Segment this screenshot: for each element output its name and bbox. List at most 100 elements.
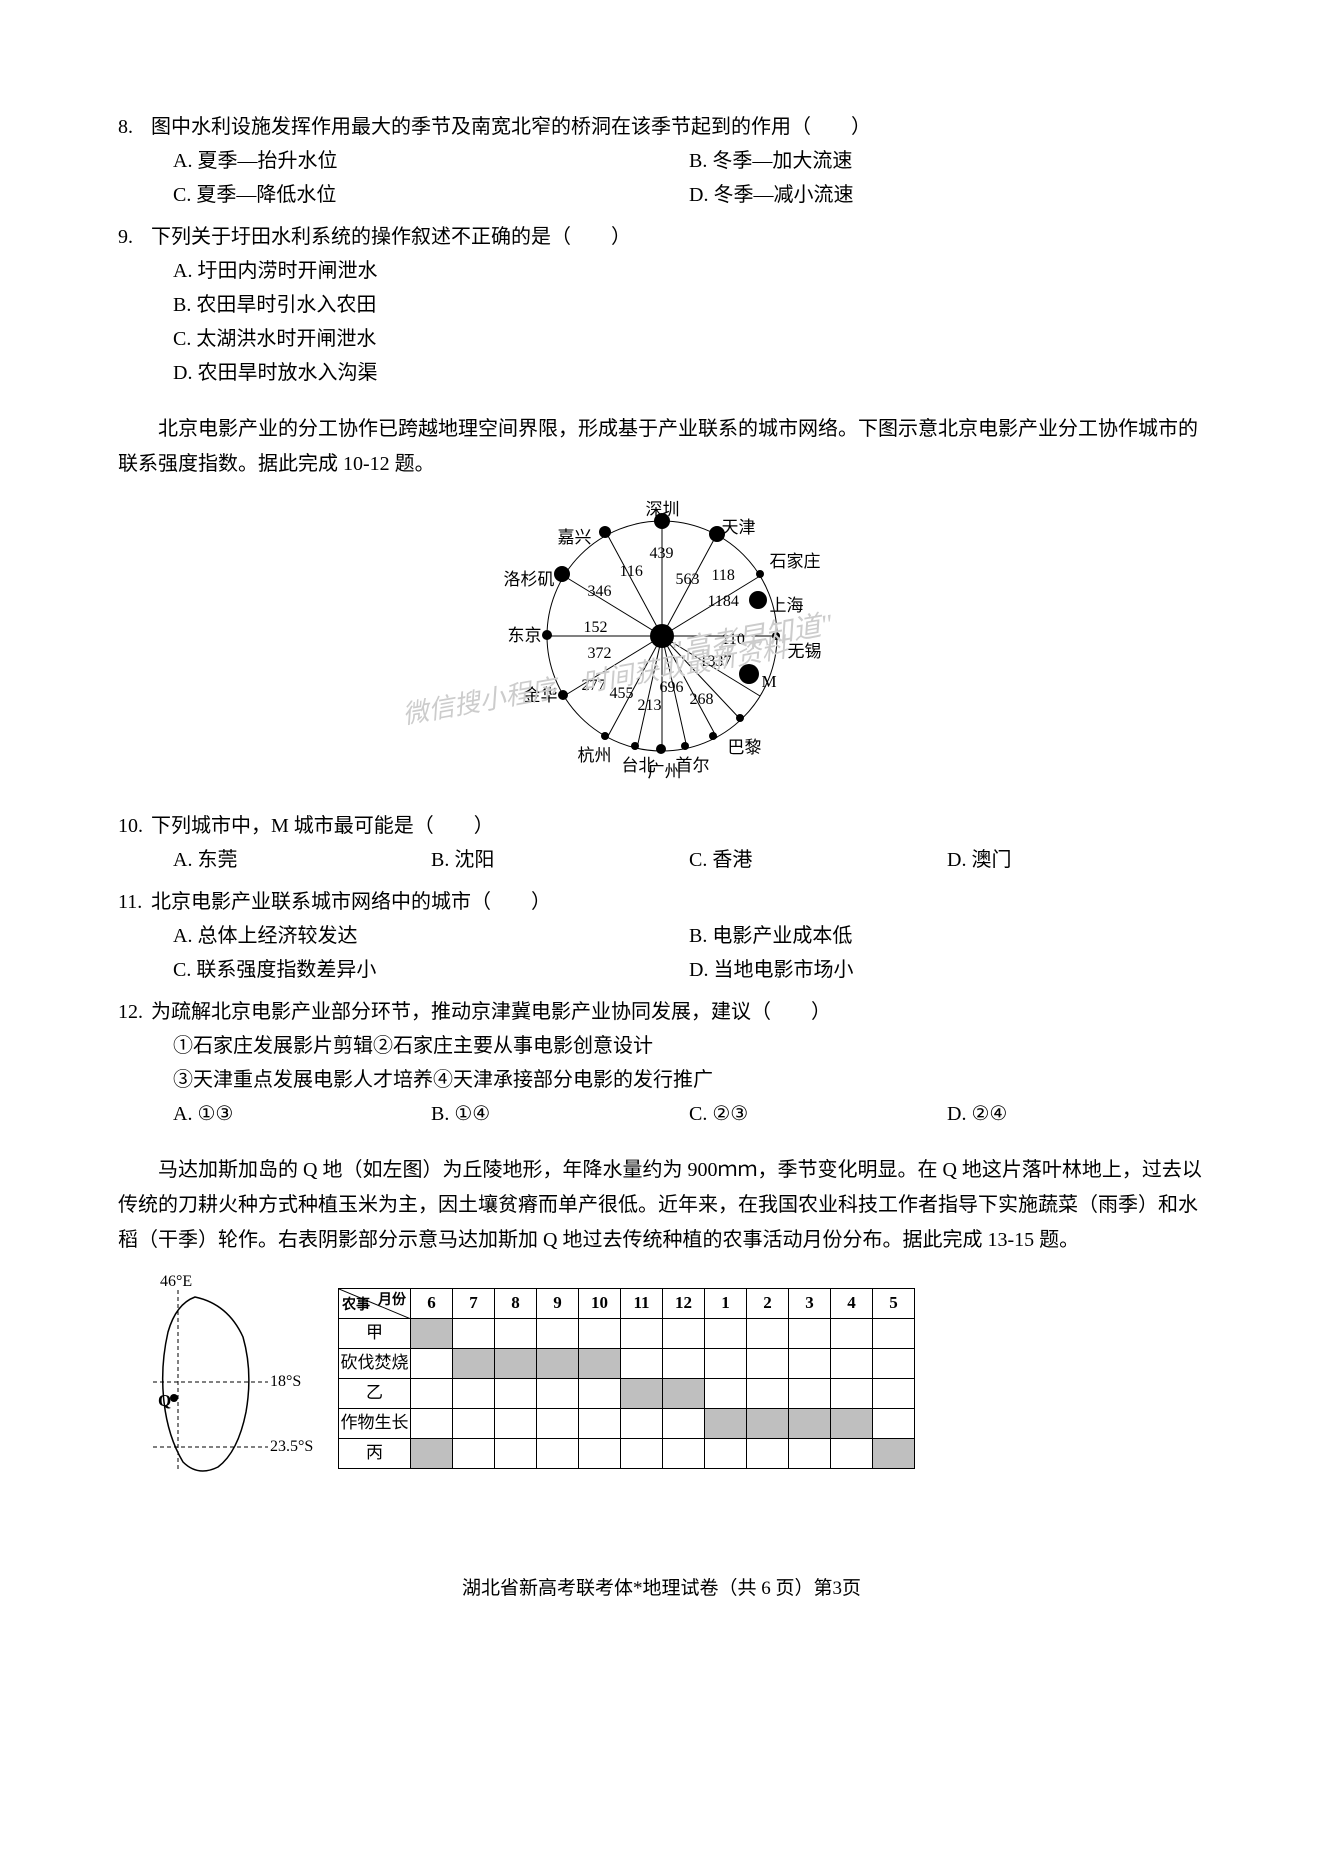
q11-opt-d: D. 当地电影市场小 — [689, 953, 1205, 987]
q8-text: 图中水利设施发挥作用最大的季节及南宽北窄的桥洞在该季节起到的作用（ ） — [151, 116, 871, 138]
q8-options: A. 夏季—抬升水位 B. 冬季—加大流速 C. 夏季—降低水位 D. 冬季—减… — [118, 144, 1205, 212]
table-header-row: 月份 农事 6 7 8 9 10 11 12 1 2 3 4 5 — [339, 1289, 915, 1319]
node — [558, 690, 568, 700]
month-7: 7 — [453, 1289, 495, 1319]
table-cell — [537, 1319, 579, 1349]
net-value: 118 — [712, 562, 735, 589]
node — [736, 714, 744, 722]
month-5: 5 — [873, 1289, 915, 1319]
table-cell — [705, 1379, 747, 1409]
q8-num: 8. — [118, 110, 146, 144]
table-cell — [453, 1349, 495, 1379]
table-cell — [621, 1409, 663, 1439]
q11-opt-a: A. 总体上经济较发达 — [173, 919, 689, 953]
row-label: 丙 — [339, 1439, 411, 1469]
month-12: 12 — [663, 1289, 705, 1319]
svg-text:18°S: 18°S — [270, 1373, 301, 1390]
net-value: 696 — [660, 674, 684, 701]
diag-header: 月份 农事 — [339, 1289, 411, 1319]
node — [681, 742, 689, 750]
net-value: 563 — [676, 566, 700, 593]
q12-text: 为疏解北京电影产业部分环节，推动京津冀电影产业协同发展，建议（ ） — [151, 1001, 831, 1023]
city-label: 天津 — [722, 514, 756, 543]
node — [631, 742, 639, 750]
net-value: 213 — [638, 692, 662, 719]
q12-opt-b: B. ①④ — [431, 1097, 689, 1131]
q8-opt-d: D. 冬季—减小流速 — [689, 178, 1205, 212]
q9-opt-b: B. 农田旱时引水入农田 — [173, 288, 1205, 322]
q8-opt-b: B. 冬季—加大流速 — [689, 144, 1205, 178]
q10-num: 10. — [118, 809, 146, 843]
q10-opt-c: C. 香港 — [689, 843, 947, 877]
passage-2: 马达加斯加岛的 Q 地（如左图）为丘陵地形，年降水量约为 900ｍｍ，季节变化明… — [118, 1153, 1205, 1258]
table-cell — [789, 1349, 831, 1379]
q11-opt-c: C. 联系强度指数差异小 — [173, 953, 689, 987]
net-value: 277 — [582, 672, 606, 699]
table-cell — [789, 1409, 831, 1439]
table-cell — [495, 1409, 537, 1439]
table-cell — [789, 1319, 831, 1349]
table-cell — [621, 1379, 663, 1409]
question-12: 12. 为疏解北京电影产业部分环节，推动京津冀电影产业协同发展，建议（ ） ①石… — [118, 995, 1205, 1131]
node — [709, 732, 717, 740]
net-value: 372 — [588, 640, 612, 667]
table-cell — [621, 1349, 663, 1379]
city-label: 上海 — [770, 592, 804, 621]
table-cell — [663, 1439, 705, 1469]
node — [739, 664, 759, 684]
q10-opt-d: D. 澳门 — [947, 843, 1205, 877]
question-8: 8. 图中水利设施发挥作用最大的季节及南宽北窄的桥洞在该季节起到的作用（ ） A… — [118, 110, 1205, 212]
passage-1: 北京电影产业的分工协作已跨越地理空间界限，形成基于产业联系的城市网络。下图示意北… — [118, 412, 1205, 482]
q11-opt-b: B. 电影产业成本低 — [689, 919, 1205, 953]
table-cell — [705, 1349, 747, 1379]
net-value: 1337 — [700, 648, 732, 675]
net-value: 116 — [620, 558, 643, 585]
month-1: 1 — [705, 1289, 747, 1319]
q10-options: A. 东莞 B. 沈阳 C. 香港 D. 澳门 — [118, 843, 1205, 877]
map-lon: 46°E — [160, 1273, 192, 1290]
month-11: 11 — [621, 1289, 663, 1319]
net-value: 152 — [584, 614, 608, 641]
table-cell — [747, 1349, 789, 1379]
table-cell — [831, 1319, 873, 1349]
question-11: 11. 北京电影产业联系城市网络中的城市（ ） A. 总体上经济较发达 B. 电… — [118, 885, 1205, 987]
q9-text: 下列关于圩田水利系统的操作叙述不正确的是（ ） — [151, 226, 631, 248]
map-table-section: 46°E 18°S 23.5°S Q 月份 农事 6 7 8 9 10 11 1… — [118, 1272, 1205, 1493]
q12-options: A. ①③ B. ①④ C. ②③ D. ②④ — [118, 1097, 1205, 1131]
row-label: 乙 — [339, 1379, 411, 1409]
table-cell — [411, 1439, 453, 1469]
city-label: 杭州 — [578, 742, 612, 771]
table-cell — [621, 1439, 663, 1469]
table-row: 砍伐焚烧 — [339, 1349, 915, 1379]
month-8: 8 — [495, 1289, 537, 1319]
table-cell — [495, 1439, 537, 1469]
table-cell — [873, 1409, 915, 1439]
table-cell — [537, 1409, 579, 1439]
month-9: 9 — [537, 1289, 579, 1319]
table-cell — [789, 1439, 831, 1469]
city-label: 洛杉矶 — [504, 566, 555, 595]
table-cell — [873, 1349, 915, 1379]
city-label: 深圳 — [646, 496, 680, 525]
table-cell — [789, 1379, 831, 1409]
table-cell — [537, 1349, 579, 1379]
net-value: 455 — [610, 680, 634, 707]
node-center — [650, 624, 674, 648]
q8-opt-a: A. 夏季—抬升水位 — [173, 144, 689, 178]
city-label: 金华 — [524, 682, 558, 711]
month-2: 2 — [747, 1289, 789, 1319]
table-cell — [831, 1409, 873, 1439]
table-cell — [411, 1349, 453, 1379]
network-figure: 嘉兴 深圳 天津 石家庄 洛杉矶 上海 东京 无锡 金华 M 杭州 台北 首尔 … — [118, 496, 1205, 787]
table-cell — [579, 1439, 621, 1469]
node — [542, 630, 552, 640]
city-label: M — [762, 668, 777, 697]
q9-opt-a: A. 圩田内涝时开闸泄水 — [173, 254, 1205, 288]
table-cell — [453, 1319, 495, 1349]
net-value: 439 — [650, 540, 674, 567]
node — [656, 744, 666, 754]
q9-opt-d: D. 农田旱时放水入沟渠 — [173, 356, 1205, 390]
city-label: 东京 — [508, 622, 542, 651]
question-10: 10. 下列城市中，M 城市最可能是（ ） A. 东莞 B. 沈阳 C. 香港 … — [118, 809, 1205, 877]
question-9: 9. 下列关于圩田水利系统的操作叙述不正确的是（ ） A. 圩田内涝时开闸泄水 … — [118, 220, 1205, 390]
